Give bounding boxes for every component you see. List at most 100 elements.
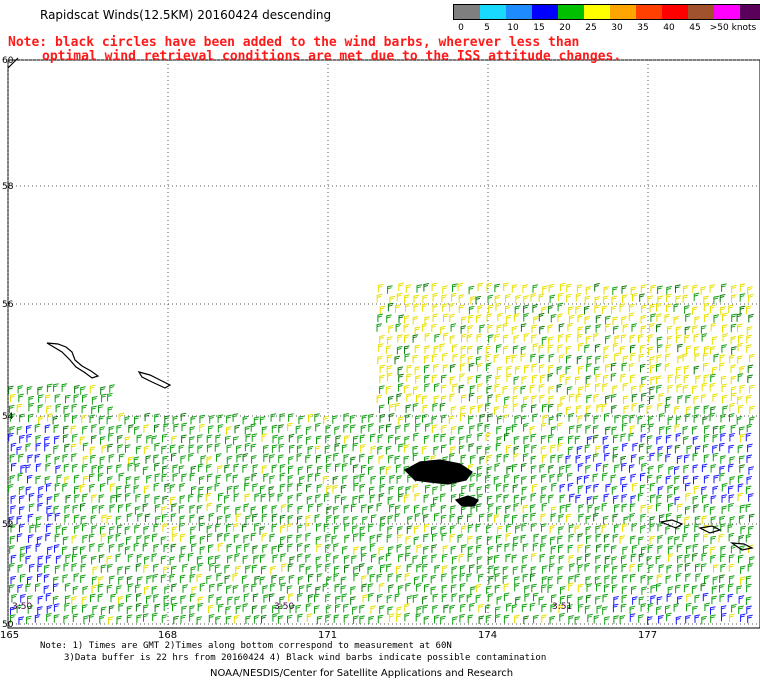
wind-barb <box>128 424 134 433</box>
wind-barb <box>614 504 620 513</box>
wind-barb <box>656 354 663 363</box>
wind-barb <box>218 492 224 502</box>
wind-barb <box>9 413 16 422</box>
wind-barb <box>550 513 557 522</box>
wind-barb <box>531 404 537 413</box>
wind-barb <box>466 573 473 582</box>
wind-barb <box>91 525 97 534</box>
wind-barb <box>79 436 86 445</box>
wind-barb <box>459 594 465 603</box>
wind-barb <box>323 523 330 532</box>
wind-barb <box>286 523 293 532</box>
wind-barb <box>72 613 79 622</box>
wind-barb <box>107 535 114 544</box>
wind-barb <box>513 536 519 545</box>
wind-barb <box>477 383 483 392</box>
wind-barb <box>189 472 196 482</box>
wind-barb <box>370 433 376 442</box>
wind-barb <box>540 445 547 455</box>
wind-barb <box>217 515 223 525</box>
wind-barb <box>476 556 483 565</box>
wind-barb <box>477 404 484 413</box>
latitude-label: 58 <box>2 182 14 192</box>
wind-barb <box>503 592 510 601</box>
wind-barb <box>432 486 438 495</box>
wind-barb <box>747 374 753 383</box>
wind-barb <box>712 576 719 585</box>
wind-barb <box>603 286 610 295</box>
wind-barb <box>322 475 329 485</box>
wind-barb <box>596 605 603 614</box>
wind-barb <box>244 425 251 435</box>
wind-barb <box>467 614 474 623</box>
wind-barb <box>503 583 510 592</box>
wind-barb <box>521 486 528 495</box>
wind-barb <box>721 344 727 353</box>
wind-barb <box>520 346 527 355</box>
wind-barb <box>46 523 52 532</box>
wind-barb <box>431 424 438 433</box>
wind-barb <box>343 424 349 433</box>
wind-barb <box>430 586 437 595</box>
wind-barb <box>171 565 177 575</box>
wind-barb <box>101 514 107 523</box>
wind-barb <box>711 595 717 605</box>
wind-barb <box>668 553 674 562</box>
wind-barb <box>343 413 349 422</box>
wind-barb <box>72 463 78 473</box>
wind-barb <box>115 532 122 542</box>
wind-barb <box>593 512 599 522</box>
wind-barb <box>433 496 439 505</box>
legend-swatch <box>636 5 662 19</box>
wind-barb <box>332 415 338 424</box>
wind-barb <box>398 373 404 383</box>
wind-barb <box>737 355 743 364</box>
wind-barb <box>747 364 754 373</box>
wind-barb <box>353 572 359 582</box>
wind-barb <box>630 374 636 383</box>
wind-barb <box>541 603 547 613</box>
legend-swatch <box>480 5 506 19</box>
wind-barb <box>475 583 482 593</box>
wind-barb <box>603 374 609 384</box>
wind-barb <box>497 312 503 322</box>
wind-barb <box>91 494 97 503</box>
wind-barb <box>739 464 745 473</box>
wind-barb <box>703 503 710 513</box>
wind-barb <box>541 535 547 544</box>
wind-barb <box>63 405 70 414</box>
wind-barb <box>559 465 565 475</box>
wind-barb <box>134 506 141 515</box>
wind-barb <box>376 394 383 404</box>
wind-barb <box>650 595 656 604</box>
wind-barb <box>502 404 509 413</box>
wind-barb <box>657 486 664 495</box>
wind-barb <box>206 443 213 453</box>
wind-barb <box>152 573 159 583</box>
wind-barb <box>565 376 572 385</box>
wind-barb <box>739 455 745 464</box>
wind-barb <box>475 594 482 603</box>
wind-barb <box>736 585 743 594</box>
wind-barb <box>683 285 689 294</box>
wind-barb <box>45 394 51 403</box>
wind-barb <box>730 364 737 373</box>
wind-barb <box>605 335 611 344</box>
wind-barb <box>495 375 501 384</box>
wind-barb <box>18 393 24 403</box>
wind-barb <box>424 316 430 325</box>
wind-barb <box>576 475 583 485</box>
wind-barb <box>530 465 537 474</box>
wind-barb <box>533 614 539 624</box>
wind-barb <box>209 583 215 593</box>
wind-barb <box>37 606 43 615</box>
wind-barb <box>658 464 664 473</box>
wind-barb <box>710 535 717 545</box>
wind-barb <box>379 483 386 493</box>
wind-barb <box>530 293 537 302</box>
wind-barb <box>352 495 359 505</box>
time-label: 3:50 <box>274 602 294 612</box>
wind-barb <box>457 534 464 543</box>
wind-barb <box>171 526 178 535</box>
wind-barb <box>577 544 584 553</box>
